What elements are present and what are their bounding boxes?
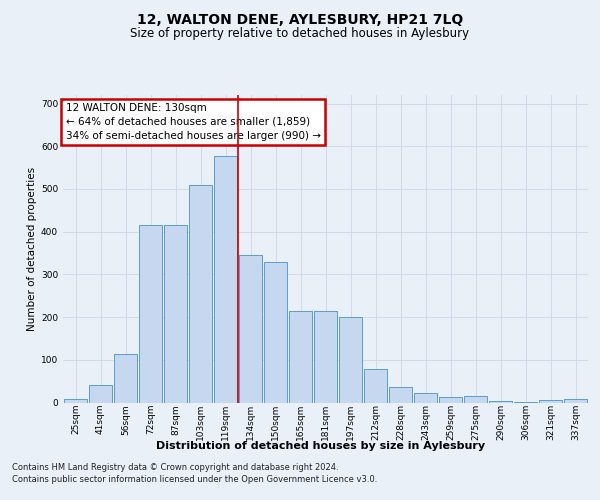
Bar bbox=[389, 386, 412, 402]
Bar bbox=[139, 225, 162, 402]
Bar bbox=[464, 396, 487, 402]
Bar bbox=[64, 399, 87, 402]
Text: Distribution of detached houses by size in Aylesbury: Distribution of detached houses by size … bbox=[157, 441, 485, 451]
Bar bbox=[564, 399, 587, 402]
Y-axis label: Number of detached properties: Number of detached properties bbox=[27, 166, 37, 331]
Bar bbox=[214, 156, 237, 402]
Text: Contains public sector information licensed under the Open Government Licence v3: Contains public sector information licen… bbox=[12, 475, 377, 484]
Bar bbox=[489, 401, 512, 402]
Bar bbox=[264, 262, 287, 402]
Bar bbox=[239, 255, 262, 402]
Bar bbox=[414, 393, 437, 402]
Bar bbox=[539, 400, 562, 402]
Bar bbox=[289, 310, 312, 402]
Text: 12, WALTON DENE, AYLESBURY, HP21 7LQ: 12, WALTON DENE, AYLESBURY, HP21 7LQ bbox=[137, 12, 463, 26]
Text: Size of property relative to detached houses in Aylesbury: Size of property relative to detached ho… bbox=[130, 28, 470, 40]
Bar bbox=[89, 386, 112, 402]
Bar bbox=[189, 184, 212, 402]
Bar bbox=[439, 397, 462, 402]
Bar bbox=[164, 226, 187, 402]
Bar bbox=[364, 369, 387, 402]
Bar bbox=[314, 310, 337, 402]
Text: Contains HM Land Registry data © Crown copyright and database right 2024.: Contains HM Land Registry data © Crown c… bbox=[12, 464, 338, 472]
Bar bbox=[114, 354, 137, 403]
Bar bbox=[339, 317, 362, 402]
Text: 12 WALTON DENE: 130sqm
← 64% of detached houses are smaller (1,859)
34% of semi-: 12 WALTON DENE: 130sqm ← 64% of detached… bbox=[65, 102, 320, 141]
